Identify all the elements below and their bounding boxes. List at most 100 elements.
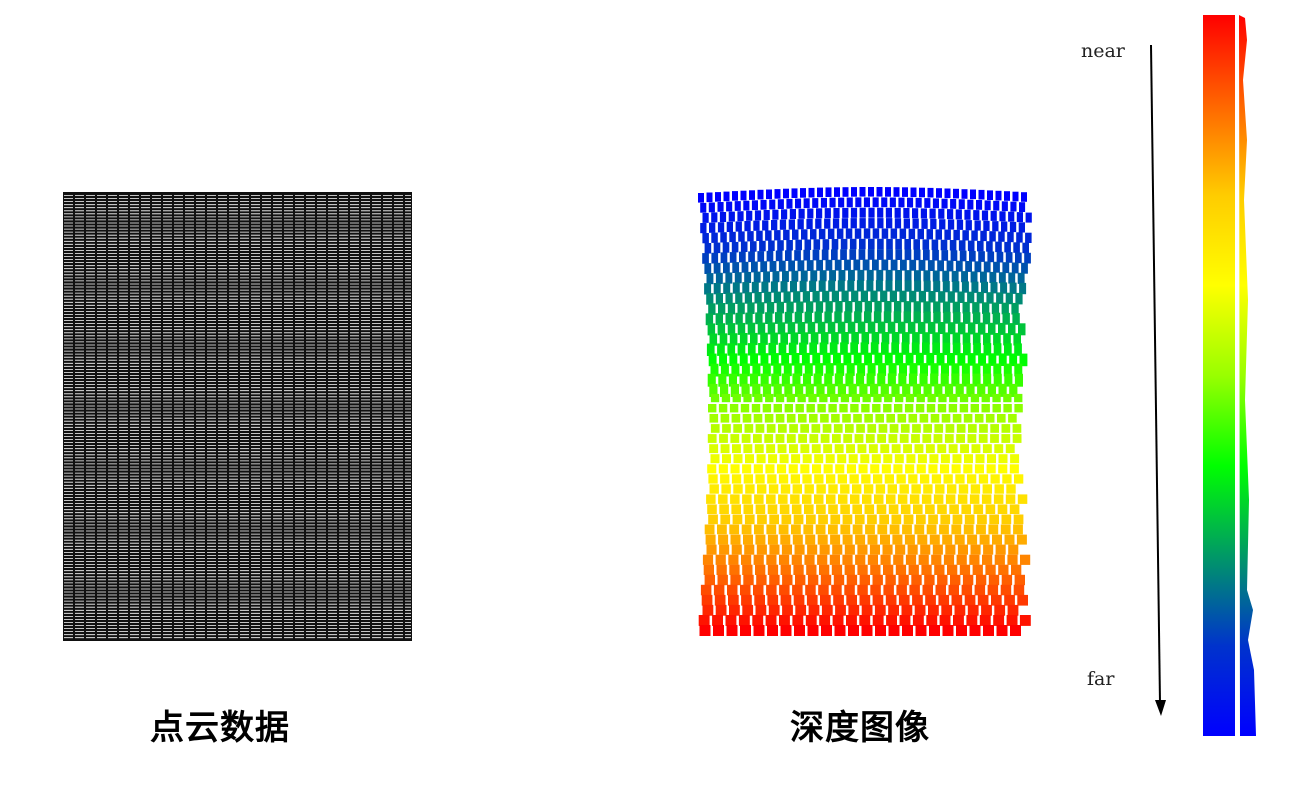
depth-pixel <box>804 311 812 324</box>
depth-pixel <box>778 524 789 535</box>
depth-pixel <box>874 604 886 616</box>
depth-pixel <box>723 262 730 274</box>
depth-pixel <box>873 393 882 403</box>
depth-pixel <box>764 291 772 304</box>
depth-pixel <box>867 534 878 545</box>
depth-pixel <box>1025 212 1032 223</box>
depth-pixel <box>902 625 913 636</box>
depth-pixel <box>812 198 819 208</box>
depth-pixel <box>848 383 857 397</box>
depth-pixel <box>817 321 826 334</box>
depth-pixel <box>754 494 764 504</box>
depth-pixel <box>822 424 832 433</box>
depth-pixel <box>877 249 884 260</box>
depth-pixel <box>809 434 819 443</box>
depth-pixel <box>830 393 839 403</box>
depth-pixel <box>737 343 746 356</box>
depth-pixel <box>827 228 835 239</box>
depth-pixel <box>1007 554 1018 565</box>
depth-pixel <box>739 251 746 263</box>
depth-pixel <box>703 564 714 575</box>
depth-pixel <box>942 342 951 356</box>
depth-pixel <box>1007 604 1019 616</box>
depth-pixel <box>945 494 956 504</box>
depth-pixel <box>751 200 758 211</box>
depth-pixel <box>862 393 871 403</box>
depth-pixel <box>962 574 974 586</box>
depth-pixel <box>956 554 967 565</box>
depth-pixel <box>700 584 712 596</box>
depth-pixel <box>845 373 854 387</box>
depth-pixel <box>917 321 926 334</box>
depth-pixel <box>844 311 852 324</box>
depth-pixel <box>834 311 842 324</box>
depth-pixel <box>919 373 928 387</box>
depth-pixel <box>898 197 905 208</box>
depth-pixel <box>743 574 754 586</box>
depth-pixel <box>1004 594 1015 606</box>
depth-pixel <box>872 404 881 413</box>
depth-pixel <box>720 474 730 484</box>
depth-pixel <box>806 218 813 230</box>
depth-pixel <box>930 218 937 230</box>
depth-pixel <box>956 424 966 433</box>
depth-pixel <box>842 554 853 565</box>
depth-pixel <box>866 280 874 292</box>
depth-pixel <box>738 615 750 626</box>
depth-pixel <box>804 484 814 494</box>
depth-pixel <box>767 504 778 514</box>
depth-pixel <box>868 187 874 197</box>
depth-pixel <box>979 424 988 433</box>
depth-pixel <box>788 260 795 272</box>
depth-pixel <box>768 342 777 356</box>
depth-pixel <box>704 243 712 254</box>
depth-pixel <box>890 259 898 271</box>
depth-pixel <box>904 239 911 250</box>
depth-pixel <box>800 424 809 433</box>
depth-pixel <box>852 484 862 494</box>
depth-pixel <box>807 321 816 334</box>
depth-pixel <box>821 625 832 636</box>
depth-pixel <box>945 544 956 555</box>
depth-pixel <box>973 504 984 514</box>
depth-pixel <box>718 494 728 504</box>
depth-pixel <box>744 271 752 283</box>
depth-pixel <box>933 311 941 324</box>
depth-pixel <box>936 188 942 198</box>
depth-pixel <box>901 604 913 616</box>
depth-pixel <box>730 434 740 443</box>
depth-pixel <box>920 474 930 484</box>
depth-pixel <box>894 207 901 218</box>
depth-pixel <box>791 454 801 464</box>
depth-pixel <box>966 383 975 397</box>
color-scale-bar <box>1203 15 1235 736</box>
depth-pixel <box>917 534 928 545</box>
depth-pixel <box>938 393 947 403</box>
depth-pixel <box>978 251 985 262</box>
depth-pixel <box>843 434 853 443</box>
depth-pixel <box>944 383 954 397</box>
depth-pixel <box>922 342 930 355</box>
depth-pixel <box>979 534 990 545</box>
depth-pixel <box>970 484 981 494</box>
depth-pixel <box>913 249 921 261</box>
depth-pixel <box>994 604 1006 616</box>
depth-pixel <box>833 574 845 586</box>
depth-pixel <box>964 594 976 606</box>
depth-pixel <box>947 564 958 575</box>
depth-pixel <box>925 444 935 454</box>
depth-pixel <box>1015 252 1022 264</box>
depth-pixel <box>741 594 752 606</box>
depth-pixel <box>702 212 709 223</box>
depth-pixel <box>806 564 817 575</box>
depth-pixel <box>814 494 824 504</box>
depth-pixel <box>781 514 792 525</box>
depth-pixel <box>933 434 943 443</box>
depth-pixel <box>983 625 994 636</box>
depth-pixel <box>858 464 868 474</box>
depth-pixel <box>1014 474 1024 484</box>
depth-pixel <box>709 333 718 346</box>
depth-pixel <box>874 300 882 313</box>
depth-pixel <box>968 424 977 433</box>
depth-pixel <box>779 219 787 230</box>
